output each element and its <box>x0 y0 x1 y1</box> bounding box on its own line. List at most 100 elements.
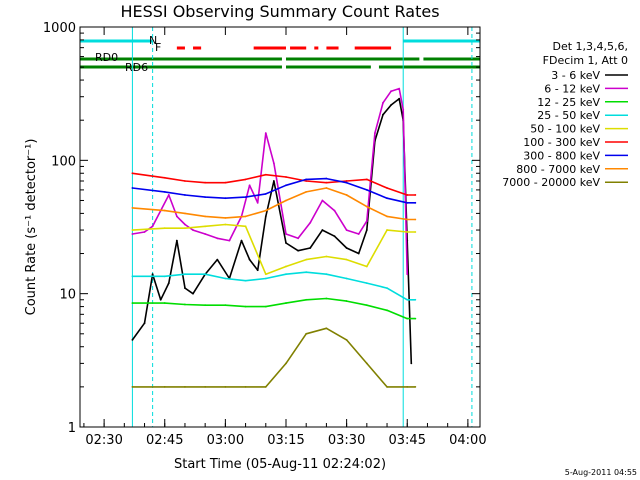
data-point <box>305 190 308 193</box>
data-point <box>224 197 227 200</box>
data-point <box>163 385 166 388</box>
data-point <box>163 176 166 179</box>
data-point <box>184 194 186 196</box>
legend-title-line-1: Det 1,3,4,5,6, <box>552 40 628 53</box>
annotation-f: F <box>155 41 161 54</box>
data-point <box>192 229 194 231</box>
data-point <box>184 227 186 230</box>
x-tick-label: 02:45 <box>146 433 183 448</box>
legend-label: 25 - 50 keV <box>537 109 600 122</box>
data-point <box>309 247 312 249</box>
data-point <box>285 199 287 202</box>
data-point <box>244 196 247 198</box>
data-point <box>345 339 348 341</box>
data-point <box>131 233 134 235</box>
series-line-3 <box>132 271 416 301</box>
data-point <box>184 180 186 182</box>
data-point <box>143 231 146 233</box>
vertical-markers <box>131 27 473 427</box>
data-point <box>285 302 287 304</box>
data-point <box>192 292 194 295</box>
data-point <box>184 212 186 215</box>
data-point <box>184 385 186 388</box>
data-point <box>414 201 417 204</box>
data-point <box>297 249 300 252</box>
x-axis: 02:30 02:45 03:00 03:15 03:30 03:45 04:00 <box>83 27 487 448</box>
data-point <box>204 273 207 276</box>
data-point <box>365 282 368 285</box>
data-point <box>175 239 178 242</box>
legend-title-line-2: FDecim 1, Att 0 <box>543 54 628 67</box>
data-point <box>285 242 287 244</box>
data-point <box>325 327 328 330</box>
annotation-n: N <box>149 34 157 47</box>
data-point <box>159 298 162 301</box>
data-point <box>398 97 401 100</box>
data-point <box>272 180 275 182</box>
data-point <box>151 225 154 228</box>
data-point <box>131 206 134 209</box>
data-point <box>131 275 134 278</box>
x-tick-label: 03:30 <box>328 433 365 448</box>
data-point <box>143 322 146 325</box>
data-point <box>382 101 384 104</box>
data-point <box>204 215 207 218</box>
data-point <box>264 305 267 308</box>
data-point <box>325 255 328 258</box>
data-point <box>244 305 247 308</box>
data-point <box>406 194 409 196</box>
series-line-8 <box>132 327 416 388</box>
annotation-rd0: RD0 <box>95 51 118 64</box>
data-point <box>285 184 287 187</box>
data-point <box>345 300 348 302</box>
data-point <box>414 385 417 388</box>
data-point <box>305 178 308 181</box>
data-point <box>224 223 227 226</box>
data-point <box>325 181 328 184</box>
data-point <box>365 362 368 365</box>
data-point <box>357 233 360 235</box>
data-point <box>325 273 328 276</box>
data-point <box>321 199 324 202</box>
data-point <box>386 187 388 189</box>
data-point <box>309 221 312 224</box>
data-point <box>386 197 388 200</box>
data-point <box>285 273 287 276</box>
status-bars <box>79 39 480 69</box>
legend-label: 100 - 300 keV <box>523 136 600 149</box>
data-point <box>184 223 186 226</box>
data-point <box>151 273 154 276</box>
data-point <box>414 231 417 233</box>
legend-label: 6 - 12 keV <box>544 82 600 95</box>
data-point <box>244 385 247 388</box>
x-tick-label: 02:30 <box>85 433 122 448</box>
data-point <box>285 176 287 178</box>
data-point <box>244 279 247 282</box>
data-point <box>365 265 368 268</box>
data-point <box>345 180 348 182</box>
data-point <box>386 287 388 290</box>
data-point <box>345 277 348 280</box>
data-point <box>224 385 227 388</box>
y-tick-label: 1000 <box>43 21 76 36</box>
data-point <box>248 184 251 187</box>
data-point <box>386 385 388 388</box>
plot-frame <box>79 26 481 428</box>
data-point <box>264 215 267 218</box>
data-point <box>264 385 267 388</box>
data-point <box>256 269 259 272</box>
data-point <box>224 304 227 307</box>
data-point <box>264 273 267 276</box>
data-point <box>365 304 368 307</box>
data-point <box>131 229 134 231</box>
data-point <box>374 132 376 135</box>
data-point <box>184 287 186 290</box>
x-tick-label: 04:00 <box>449 433 486 448</box>
data-point <box>325 177 328 180</box>
data-point <box>414 317 417 320</box>
data-point <box>386 309 388 312</box>
data-point <box>365 205 368 208</box>
data-point <box>325 187 328 189</box>
data-point <box>390 104 392 106</box>
